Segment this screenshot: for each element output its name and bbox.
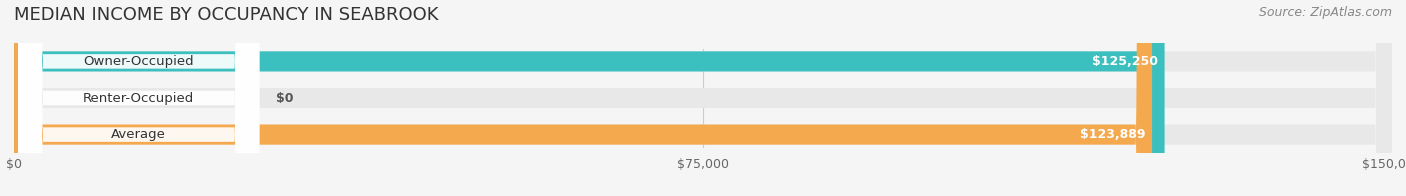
FancyBboxPatch shape — [14, 0, 1392, 196]
FancyBboxPatch shape — [14, 0, 1392, 196]
Text: $125,250: $125,250 — [1091, 55, 1157, 68]
FancyBboxPatch shape — [14, 0, 1152, 196]
FancyBboxPatch shape — [14, 0, 1392, 196]
Text: Owner-Occupied: Owner-Occupied — [83, 55, 194, 68]
Text: MEDIAN INCOME BY OCCUPANCY IN SEABROOK: MEDIAN INCOME BY OCCUPANCY IN SEABROOK — [14, 6, 439, 24]
FancyBboxPatch shape — [14, 0, 1164, 196]
Text: Renter-Occupied: Renter-Occupied — [83, 92, 194, 104]
Text: Source: ZipAtlas.com: Source: ZipAtlas.com — [1258, 6, 1392, 19]
FancyBboxPatch shape — [18, 0, 259, 196]
FancyBboxPatch shape — [18, 0, 259, 196]
Text: $0: $0 — [276, 92, 294, 104]
Text: Average: Average — [111, 128, 166, 141]
Text: $123,889: $123,889 — [1080, 128, 1146, 141]
FancyBboxPatch shape — [18, 0, 259, 196]
